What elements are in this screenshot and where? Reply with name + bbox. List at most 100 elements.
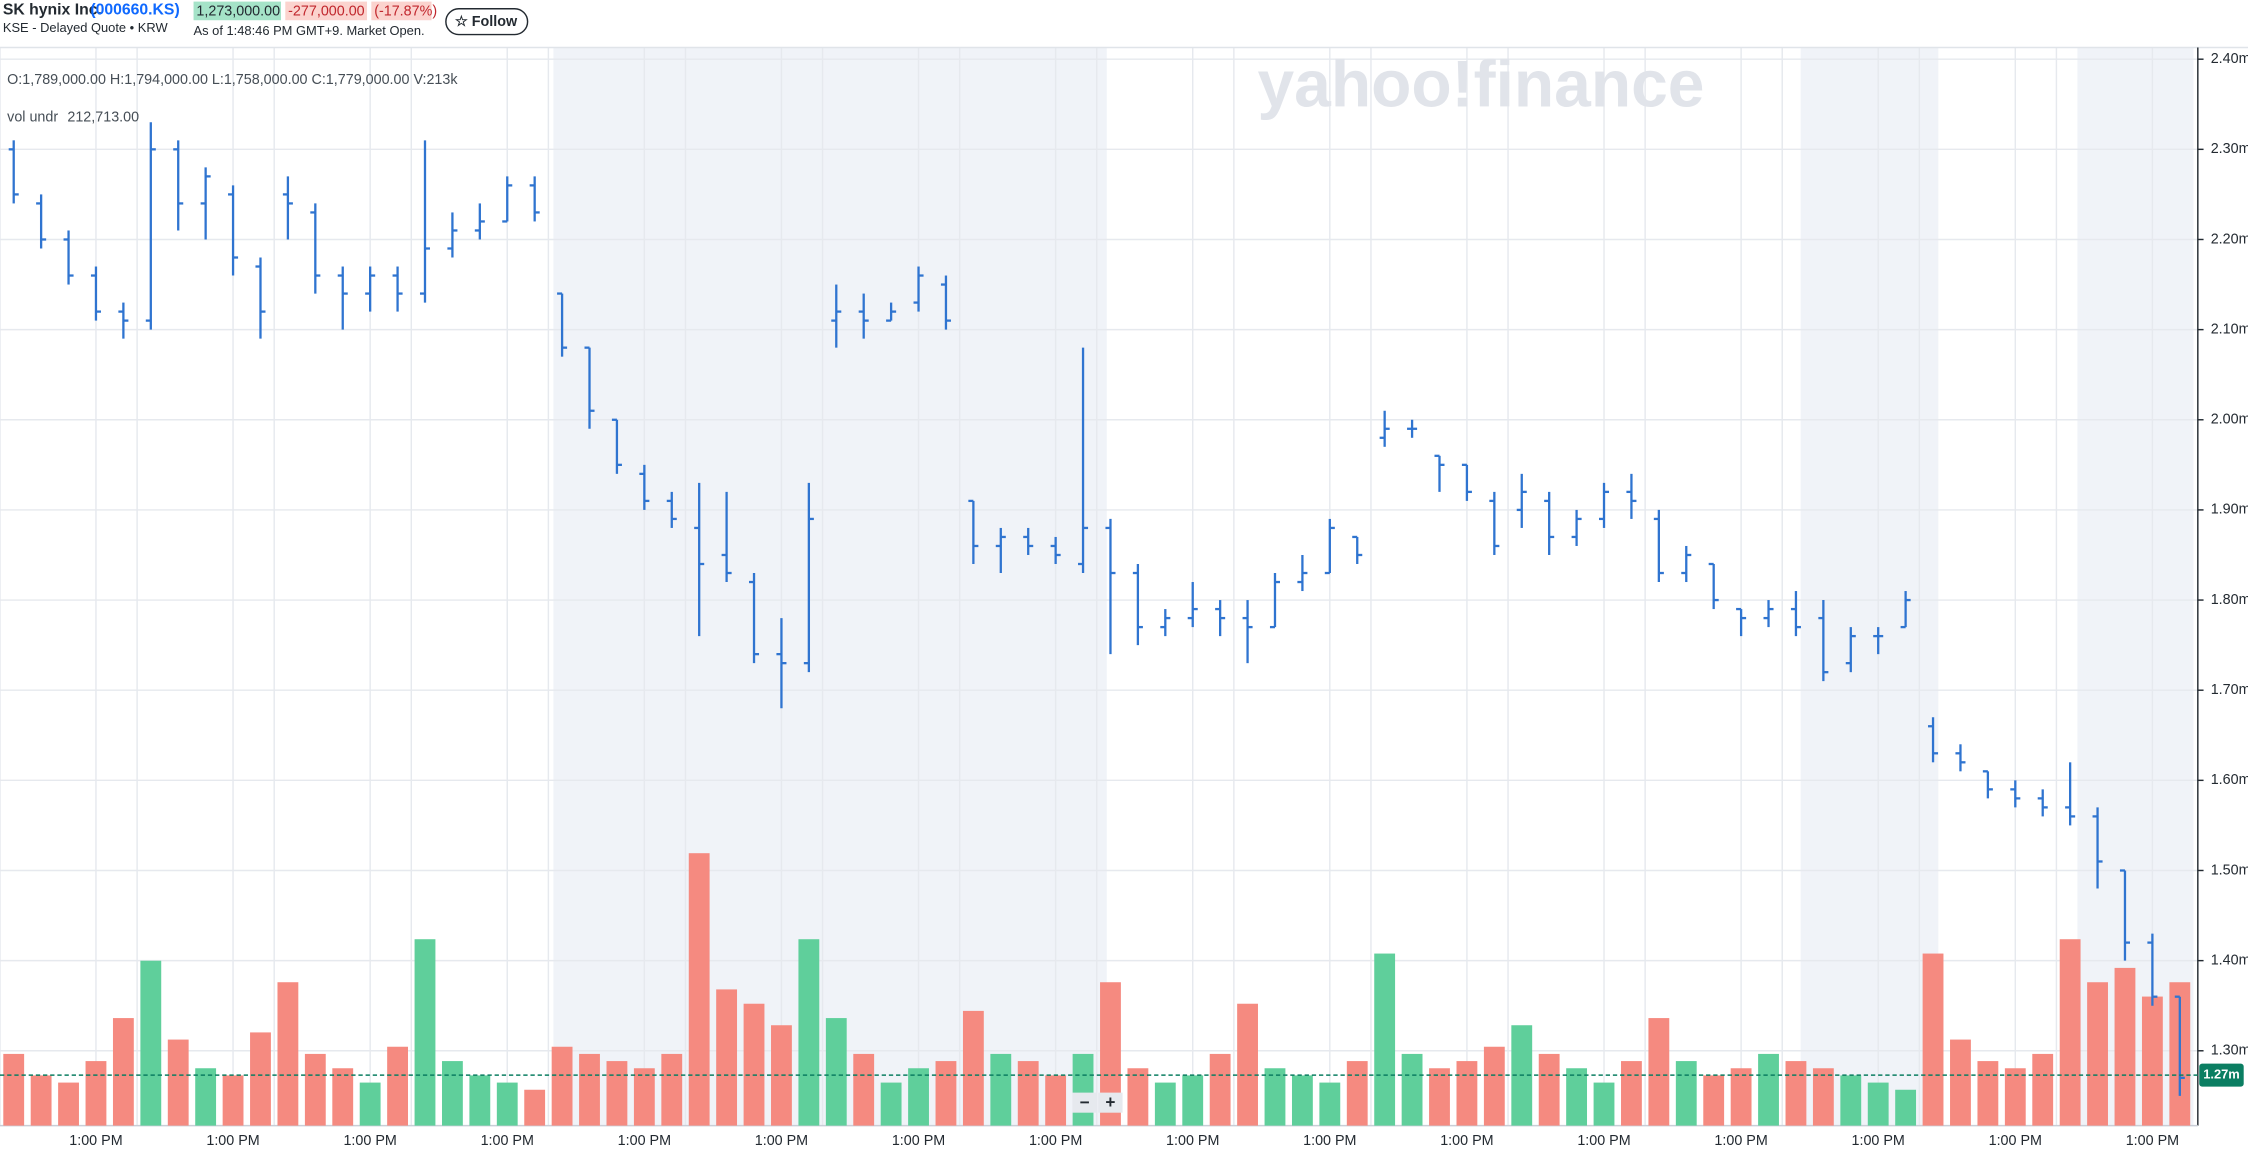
follow-button[interactable]	[445, 8, 529, 36]
volume-bar	[304, 1053, 326, 1126]
y-tick-label: 2.20m	[2211, 231, 2248, 247]
x-tick-label: 1:00 PM	[1577, 1133, 1630, 1149]
volume-bar	[2087, 982, 2108, 1126]
y-tick-label: 1.50m	[2211, 862, 2248, 878]
volume-bar	[1127, 1068, 1149, 1126]
volume-readout: 212,713.00	[67, 110, 139, 126]
company-name: SK hynix Inc.	[3, 1, 102, 18]
volume-bar	[195, 1068, 217, 1126]
volume-bar	[1621, 1061, 1642, 1126]
zoom-out[interactable]	[1072, 1092, 1097, 1113]
volume-bar	[908, 1068, 929, 1126]
volume-bar	[1401, 1053, 1423, 1126]
y-tick-label: 1.60m	[2211, 772, 2248, 788]
y-tick-label: 1.30m	[2211, 1043, 2248, 1059]
volume-bar	[1264, 1068, 1286, 1126]
x-tick-label: 1:00 PM	[618, 1133, 671, 1149]
last-price-tag	[2199, 1063, 2244, 1087]
change: -277,000.00	[288, 3, 365, 19]
volume-bar	[1840, 1075, 1862, 1126]
logo: yahoo!finance	[1257, 46, 1704, 120]
volume-bar	[1703, 1075, 1725, 1126]
volume-bar	[1566, 1068, 1588, 1126]
price-bg	[193, 1, 281, 21]
volume-bar	[167, 1039, 189, 1126]
volume-bar	[1209, 1053, 1231, 1126]
volume-bar	[1895, 1089, 1917, 1126]
x-tick-label: 1:00 PM	[343, 1133, 396, 1149]
volume-bar	[250, 1032, 271, 1126]
as-of: As of 1:48:46 PM GMT+9. Market Open.	[194, 23, 425, 38]
volume-bar	[3, 1053, 25, 1126]
change-pct: (-17.87%)	[374, 3, 437, 19]
volume-bar	[853, 1053, 875, 1126]
volume-bar	[140, 960, 162, 1126]
volume-bar	[1977, 1061, 1999, 1126]
volume-bar	[2032, 1053, 2054, 1126]
volume-bar	[551, 1046, 573, 1126]
y-tick-label: 2.30m	[2211, 141, 2248, 157]
volume-bar	[825, 1018, 847, 1126]
volume-bar	[935, 1061, 957, 1126]
x-tick-label: 1:00 PM	[481, 1133, 534, 1149]
exchange: KSE - Delayed Quote • KRW	[3, 20, 169, 35]
volume-bar	[962, 1010, 984, 1126]
x-tick-label: 1:00 PM	[1989, 1133, 2042, 1149]
volume-bar	[1346, 1061, 1368, 1126]
zoom-in-label[interactable]: +	[1105, 1092, 1115, 1112]
y-tick-label: 1.40m	[2211, 952, 2248, 968]
shade	[553, 47, 1107, 1126]
volume-bar	[30, 1075, 52, 1126]
volume-label: vol undr	[7, 110, 58, 126]
volume-bar	[2141, 996, 2163, 1126]
volume-bar	[1922, 953, 1944, 1126]
zoom-out-label[interactable]: −	[1080, 1092, 1090, 1112]
volume-bar	[1456, 1061, 1478, 1126]
volume-bar	[1072, 1053, 1094, 1126]
shade	[2077, 47, 2194, 1126]
x-tick-label: 1:00 PM	[206, 1133, 259, 1149]
volume-bar	[1017, 1061, 1039, 1126]
volume-bar	[359, 1082, 381, 1126]
volume-bar	[441, 1061, 463, 1126]
volume-bar	[1045, 1075, 1067, 1126]
volume-bar	[661, 1053, 683, 1126]
volume-bar	[496, 1082, 518, 1126]
volume-bar	[222, 1075, 244, 1126]
follow-label[interactable]: ☆ Follow	[455, 14, 518, 30]
x-tick-label: 1:00 PM	[1852, 1133, 1905, 1149]
volume-bar	[1154, 1082, 1176, 1126]
volume-bar	[579, 1053, 600, 1126]
volume-bar	[606, 1061, 628, 1126]
volume-bar	[1237, 1003, 1258, 1126]
volume-bar	[1758, 1053, 1779, 1126]
symbol[interactable]: (000660.KS)	[90, 1, 179, 18]
grid	[0, 47, 2198, 1126]
volume-bar	[1730, 1068, 1752, 1126]
y-tick-label: 1.70m	[2211, 682, 2248, 698]
x-tick-label: 1:00 PM	[1440, 1133, 1493, 1149]
volume-bar	[469, 1075, 491, 1126]
volume-bar	[58, 1082, 79, 1126]
volume-bar	[2059, 939, 2081, 1126]
volume-bar	[716, 989, 738, 1126]
volume-bar	[688, 853, 710, 1126]
volume-bar	[414, 939, 436, 1126]
y-tick-label: 2.40m	[2211, 51, 2248, 67]
volume-bar	[1182, 1075, 1204, 1126]
change-bg	[285, 1, 368, 21]
x-tick-label: 1:00 PM	[1029, 1133, 1082, 1149]
volume-bar	[332, 1068, 354, 1126]
volume-bar	[524, 1089, 546, 1126]
volume-bar	[1319, 1082, 1341, 1126]
volume-bar	[1100, 982, 1121, 1126]
last-price-label: 1.27m	[2203, 1067, 2240, 1082]
volume-bar	[277, 982, 299, 1126]
volume-bar	[2114, 967, 2136, 1126]
change-pct-bg	[371, 1, 432, 21]
volume-bar	[1950, 1039, 1971, 1126]
zoom-in[interactable]	[1098, 1092, 1123, 1113]
volume-bar	[1812, 1068, 1834, 1126]
